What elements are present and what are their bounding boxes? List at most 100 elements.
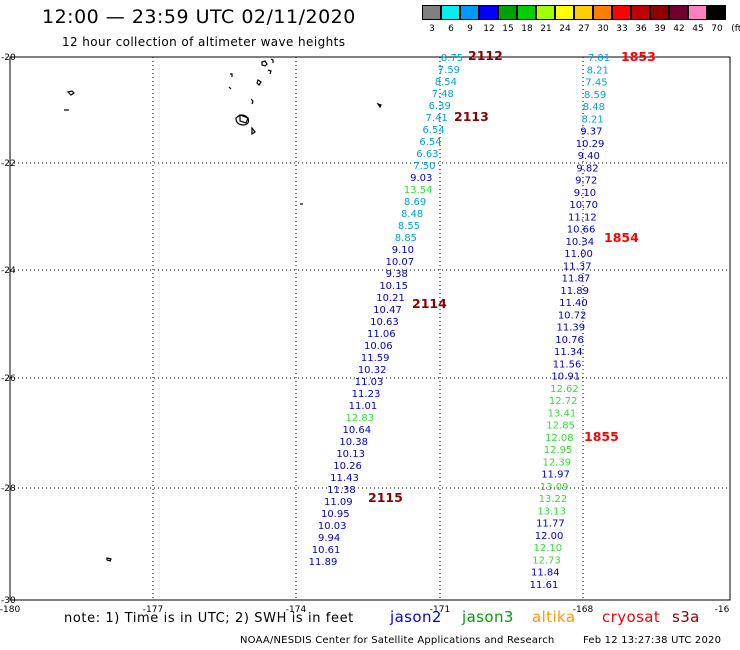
wave-height-value: 8.21 <box>587 65 609 76</box>
time-label: 1855 <box>584 429 619 444</box>
island-outline <box>270 58 274 63</box>
colorbar-label: 39 <box>654 24 666 34</box>
colorbar-label: 24 <box>559 24 571 34</box>
colorbar-swatch <box>460 5 479 20</box>
wave-height-value: 11.06 <box>367 329 396 340</box>
wave-height-value: 12.95 <box>544 445 573 456</box>
map-frame <box>9 56 731 601</box>
wave-height-value: 10.70 <box>569 200 598 211</box>
colorbar-label: 33 <box>616 24 628 34</box>
colorbar-swatch <box>612 5 631 20</box>
colorbar-swatch <box>574 5 593 20</box>
wave-height-value: 11.97 <box>541 470 570 481</box>
wave-height-value: 9.38 <box>386 269 408 280</box>
wave-height-value: 12.72 <box>549 396 578 407</box>
colorbar-label: 42 <box>673 24 685 34</box>
colorbar-label: 36 <box>635 24 647 34</box>
wave-height-value: 10.64 <box>342 425 371 436</box>
island-outline <box>230 73 233 77</box>
satellite-s3a-label: s3a <box>672 608 700 626</box>
wave-height-value: 8.54 <box>435 77 457 88</box>
colorbar-swatch <box>422 5 441 20</box>
longitude-tick-label: -180 <box>0 605 20 615</box>
latitude-tick-label: -24 <box>1 266 16 276</box>
wave-height-value: 13.09 <box>540 482 569 493</box>
colorbar-label: 6 <box>448 24 454 34</box>
colorbar-swatch <box>555 5 574 20</box>
latitude-tick-label: -20 <box>1 53 16 63</box>
wave-height-value: 11.01 <box>349 401 378 412</box>
wave-height-value: 7.01 <box>588 53 610 64</box>
wave-height-value: 7.45 <box>585 78 607 89</box>
wave-height-value: 10.34 <box>565 237 594 248</box>
wave-height-value: 10.76 <box>555 335 584 346</box>
wave-height-value: 11.03 <box>355 377 384 388</box>
wave-height-value: 10.21 <box>376 293 405 304</box>
colorbar-label: 9 <box>467 24 473 34</box>
wave-height-value: 8.21 <box>581 114 603 125</box>
wave-height-value: 11.84 <box>531 568 560 579</box>
wave-height-value: 11.56 <box>553 359 582 370</box>
colorbar-label: 15 <box>502 24 514 34</box>
wave-height-value: 12.00 <box>535 531 564 542</box>
colorbar-swatch <box>707 5 726 20</box>
map-grid <box>9 56 731 601</box>
wave-height-value: 10.91 <box>551 372 580 383</box>
wave-height-value: 10.38 <box>339 437 368 448</box>
longitude-tick-label: -16 <box>715 605 730 615</box>
time-label: 2113 <box>454 109 489 124</box>
colorbar-label: 45 <box>692 24 704 34</box>
wave-height-value: 8.48 <box>583 102 605 113</box>
colorbar-swatch <box>479 5 498 20</box>
colorbar-label: 21 <box>540 24 552 34</box>
time-label: 1853 <box>621 49 656 64</box>
island-outline <box>250 98 254 105</box>
wave-height-value: 11.34 <box>554 347 583 358</box>
island-outline <box>106 557 112 562</box>
wave-height-value: 10.03 <box>318 521 347 532</box>
island-outlines <box>64 58 382 562</box>
wave-height-value: 10.72 <box>558 310 587 321</box>
satellite-jason2-label: jason2 <box>390 608 442 626</box>
wave-height-value: 11.87 <box>562 274 591 285</box>
wave-height-value: 12.08 <box>545 433 574 444</box>
wave-height-value: 9.10 <box>574 188 596 199</box>
wave-height-value: 10.07 <box>385 257 414 268</box>
time-label: 2115 <box>368 490 403 505</box>
time-label: 2114 <box>412 296 447 311</box>
time-labels: 2112 2113 2114 2115 1853 1854 1855 <box>368 48 656 505</box>
wave-height-value: 13.54 <box>404 185 433 196</box>
wave-height-value: 10.32 <box>358 365 387 376</box>
longitude-tick-label: -177 <box>143 605 163 615</box>
wave-height-value: 11.89 <box>309 557 338 568</box>
wave-height-value: 8.69 <box>404 197 426 208</box>
wave-height-value: 10.66 <box>567 225 596 236</box>
page-title: 12:00 — 23:59 UTC 02/11/2020 <box>42 6 356 28</box>
island-outline <box>261 60 268 67</box>
wave-height-value: 11.37 <box>563 261 592 272</box>
wave-height-value: 11.89 <box>560 286 589 297</box>
wave-height-value: 10.26 <box>333 461 362 472</box>
altimeter-tracks: 8.757.598.547.486.397.416.546.546.637.50… <box>309 53 610 591</box>
wave-height-value: 12.39 <box>542 457 571 468</box>
wave-height-value: 11.59 <box>361 353 390 364</box>
wave-height-value: 13.13 <box>537 506 566 517</box>
satellite-cryosat-label: cryosat <box>602 608 661 626</box>
wave-height-value: 11.38 <box>327 485 356 496</box>
island-outline <box>239 114 249 124</box>
latitude-tick-label: -26 <box>1 374 16 384</box>
wave-height-value: 9.94 <box>318 533 340 544</box>
colorbar-label: 18 <box>521 24 533 34</box>
wave-height-value: 11.23 <box>352 389 381 400</box>
wave-height-value: 7.59 <box>438 65 460 76</box>
longitude-tick-label: -174 <box>286 605 307 615</box>
wave-height-value: 8.75 <box>441 53 463 64</box>
wave-height-value: 8.85 <box>395 233 417 244</box>
colorbar-swatch <box>688 5 707 20</box>
island-outline <box>228 86 232 90</box>
island-outline <box>267 69 272 75</box>
latitude-tick-label: -22 <box>1 159 16 169</box>
latitude-tick-label: -28 <box>1 484 16 494</box>
wave-height-value: 10.29 <box>576 139 605 150</box>
